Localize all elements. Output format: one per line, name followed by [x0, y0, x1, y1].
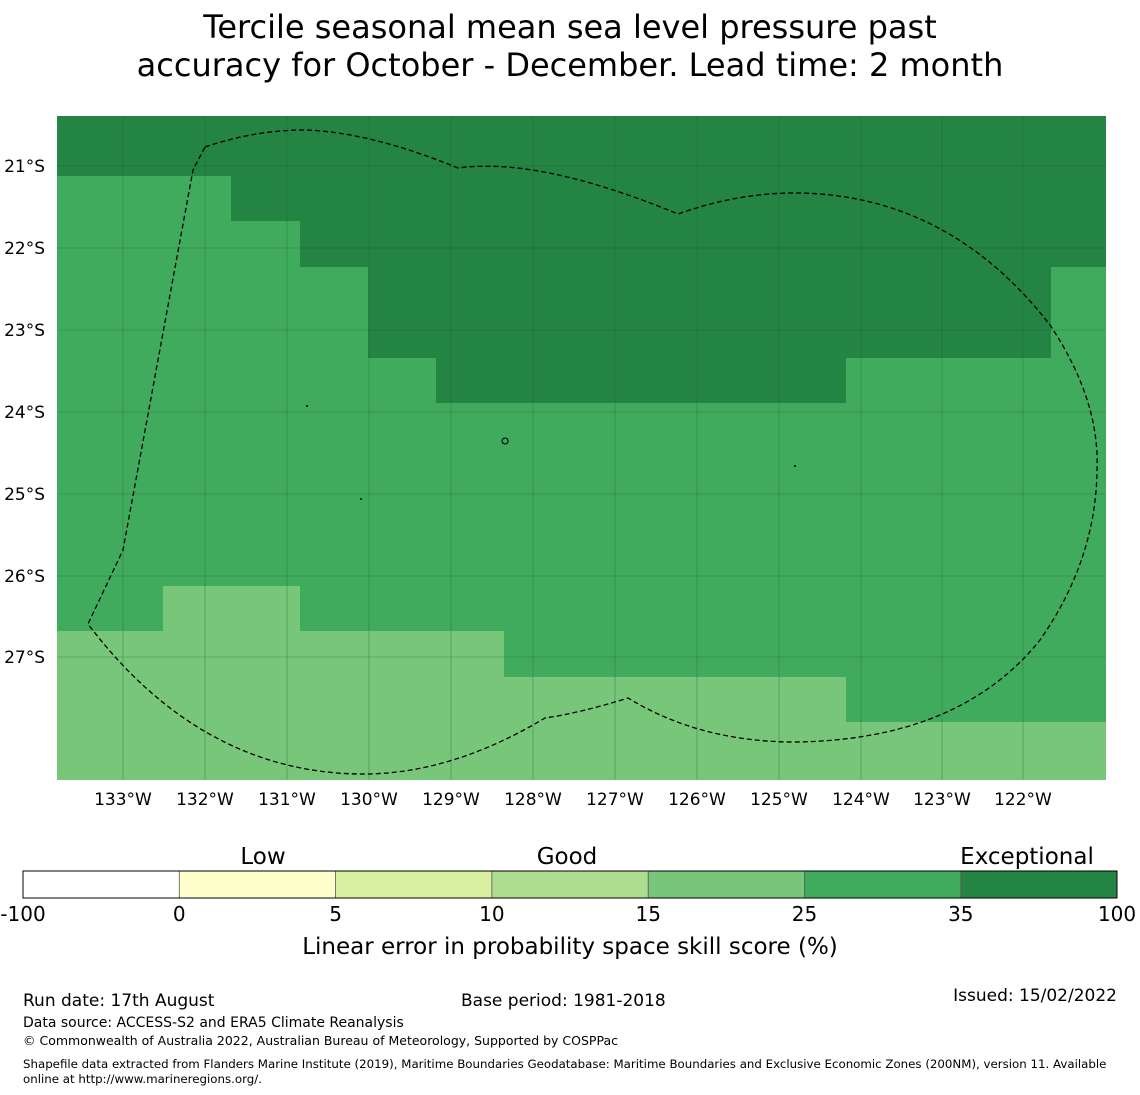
- colorbar-ticks: -100 0 5 10 15 25 35 100: [0, 902, 1136, 926]
- lon-label: 122°W: [994, 790, 1052, 810]
- copyright-notice: © Commonwealth of Australia 2022, Austra…: [23, 1033, 618, 1048]
- colorbar-swatch: [179, 871, 336, 898]
- title-line-1: Tercile seasonal mean sea level pressure…: [203, 8, 937, 46]
- lat-label: 21°S: [4, 157, 45, 177]
- lon-label: 132°W: [176, 790, 234, 810]
- colorbar: -100 0 5 10 15 25 35 100 Low Good Except…: [0, 844, 1136, 960]
- island-marker: [360, 498, 362, 500]
- island-marker: [306, 405, 308, 407]
- region-35-plus: [57, 116, 1106, 403]
- lat-label: 24°S: [4, 403, 45, 423]
- colorbar-tick-label: 0: [173, 902, 186, 926]
- lat-label: 25°S: [4, 485, 45, 505]
- category-label-exceptional: Exceptional: [960, 844, 1094, 870]
- colorbar-categories: Low Good Exceptional: [240, 844, 1093, 870]
- lat-label: 27°S: [4, 648, 45, 668]
- colorbar-swatch: [804, 871, 961, 898]
- lon-label: 128°W: [504, 790, 562, 810]
- run-date: Run date: 17th August: [23, 991, 215, 1011]
- island-marker: [794, 465, 796, 467]
- map-panel: [57, 116, 1106, 780]
- colorbar-swatch: [23, 871, 180, 898]
- colorbar-tick-label: 10: [479, 902, 504, 926]
- lon-label: 130°W: [340, 790, 398, 810]
- category-label-low: Low: [240, 844, 285, 870]
- eez-boundary: [87, 129, 1098, 775]
- colorbar-frame: [22, 870, 1118, 899]
- lat-label: 23°S: [4, 321, 45, 341]
- lon-label: 126°W: [668, 790, 726, 810]
- lon-label: 127°W: [586, 790, 644, 810]
- colorbar-tick-label: 35: [948, 902, 973, 926]
- shapefile-credit-line-2: online at http://www.marineregions.org/.: [23, 1072, 262, 1086]
- colorbar-swatch: [960, 871, 1117, 898]
- base-period: Base period: 1981-2018: [461, 991, 666, 1011]
- lon-label: 133°W: [94, 790, 152, 810]
- lon-label: 131°W: [258, 790, 316, 810]
- island-marker: [501, 437, 509, 445]
- title-line-2: accuracy for October - December. Lead ti…: [136, 46, 1004, 84]
- lat-axis: 21°S 22°S 23°S 24°S 25°S 26°S 27°S: [4, 157, 45, 668]
- lat-label: 26°S: [4, 567, 45, 587]
- colorbar-tick-label: 5: [329, 902, 342, 926]
- data-source: Data source: ACCESS-S2 and ERA5 Climate …: [23, 1015, 404, 1031]
- graticule: [57, 116, 1106, 780]
- lon-label: 123°W: [913, 790, 971, 810]
- colorbar-tick-label: 15: [635, 902, 660, 926]
- colorbar-tick-label: -100: [0, 902, 45, 926]
- lon-axis: 133°W 132°W 131°W 130°W 129°W 128°W 127°…: [94, 790, 1052, 810]
- colorbar-tick-label: 100: [1098, 902, 1136, 926]
- category-label-good: Good: [537, 844, 598, 870]
- lon-label: 129°W: [422, 790, 480, 810]
- colorbar-swatch: [648, 871, 805, 898]
- lon-label: 125°W: [750, 790, 808, 810]
- colorbar-swatch: [491, 871, 649, 898]
- map-title: Tercile seasonal mean sea level pressure…: [0, 8, 1140, 84]
- lat-label: 22°S: [4, 239, 45, 259]
- colorbar-axis-label: Linear error in probability space skill …: [302, 934, 838, 960]
- lon-label: 124°W: [832, 790, 890, 810]
- shapefile-credit-line-1: Shapefile data extracted from Flanders M…: [23, 1057, 1107, 1071]
- colorbar-tick-label: 25: [792, 902, 817, 926]
- issued-date: Issued: 15/02/2022: [953, 986, 1117, 1006]
- colorbar-swatch: [335, 871, 492, 898]
